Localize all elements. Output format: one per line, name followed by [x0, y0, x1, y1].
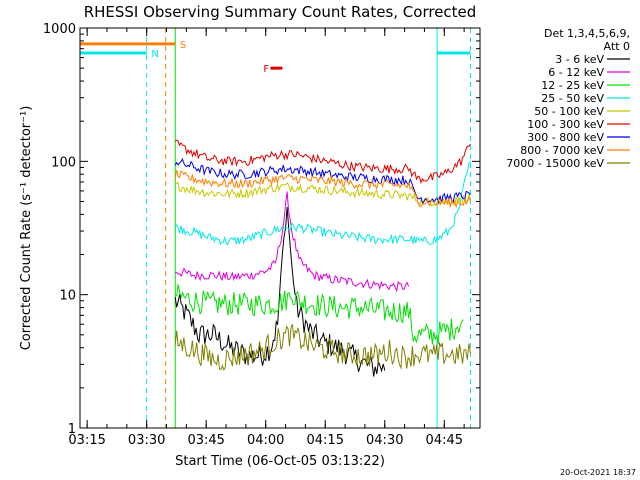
y-tick-label-1: 10	[59, 289, 76, 304]
state-bar-label-1: N	[151, 49, 158, 60]
x-tick-label-5: 04:30	[366, 433, 403, 448]
legend-entry-7: 800 - 7000 keV	[520, 144, 604, 157]
series-line-7	[174, 169, 471, 209]
legend-entry-2: 12 - 25 keV	[541, 79, 604, 92]
series-line-3	[174, 160, 471, 246]
legend-header-0: Det 1,3,4,5,6,9,	[544, 27, 630, 40]
series-line-2	[175, 284, 464, 345]
x-tick-label-3: 04:00	[247, 433, 284, 448]
series-line-5	[174, 139, 471, 185]
state-bar-label-3: F	[263, 64, 269, 75]
legend-header-1: Att 0	[604, 40, 630, 53]
axes: 1 10 100 1000 03:15 03:30 03:45 04:00 04:15 04:30…	[43, 22, 481, 448]
y-tick-label-0: 1	[68, 422, 76, 437]
series-line-8	[174, 324, 471, 371]
legend-entry-8: 7000 - 15000 keV	[506, 157, 604, 170]
x-tick-label-4: 04:15	[307, 433, 344, 448]
legend-entry-0: 3 - 6 keV	[555, 53, 604, 66]
legend-entry-4: 50 - 100 keV	[534, 105, 604, 118]
legend-entry-1: 6 - 12 keV	[548, 66, 604, 79]
x-axis-label: Start Time (06-Oct-05 03:13:22)	[175, 454, 385, 469]
x-tick-label-1: 03:30	[128, 433, 165, 448]
legend-entry-3: 25 - 50 keV	[541, 92, 604, 105]
series-line-6	[174, 157, 471, 205]
y-tick-label-3: 1000	[43, 22, 76, 37]
x-tick-label-2: 03:45	[187, 433, 224, 448]
state-bar-label-0: S	[180, 40, 186, 51]
y-axis-label: Corrected Count Rate (s⁻¹ detector⁻¹)	[19, 106, 34, 351]
legend-entry-5: 100 - 300 keV	[527, 118, 604, 131]
y-tick-label-2: 100	[51, 155, 76, 170]
series-line-1	[175, 191, 410, 293]
x-tick-label-6: 04:45	[426, 433, 463, 448]
plot-area: S N F	[79, 28, 471, 428]
legend-entry-6: 300 - 800 keV	[527, 131, 604, 144]
timestamp: 20-Oct-2021 18:37	[560, 468, 636, 477]
chart-title: RHESSI Observing Summary Count Rates, Co…	[84, 3, 477, 21]
plot-frame	[79, 27, 481, 429]
x-tick-label-0: 03:15	[68, 433, 105, 448]
